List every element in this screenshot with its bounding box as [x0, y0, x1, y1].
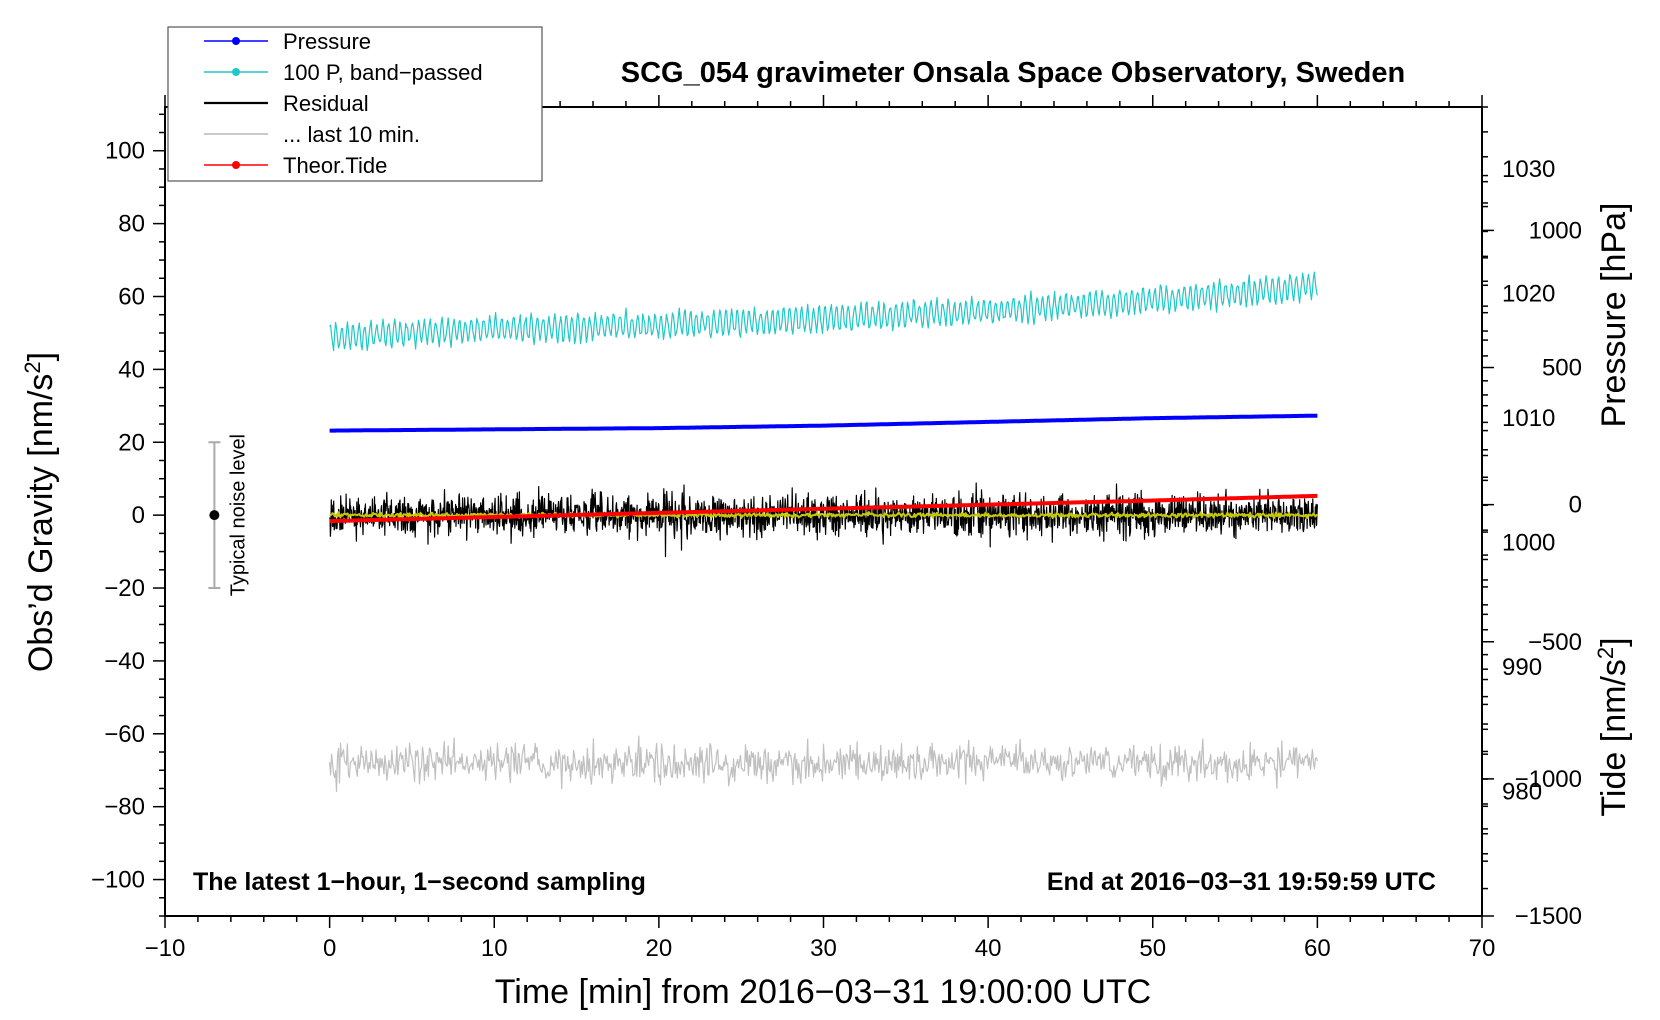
y-tick-label-gravity: 40 — [118, 356, 145, 383]
bottom-right-note: End at 2016−03−31 19:59:59 UTC — [1047, 868, 1436, 896]
legend-entries: Pressure 100 P, band−passed Residual ... la… — [204, 29, 483, 178]
series-line-theor-tide — [328, 493, 1319, 524]
y-tick-label-tide: 1000 — [1529, 217, 1582, 244]
y-tick-label-gravity: −80 — [104, 794, 145, 821]
y-tick-label-pressure: 980 — [1502, 779, 1542, 806]
y-tick-label-tide: −1500 — [1515, 903, 1582, 930]
y-axis-label-tide-sup: 2 — [1593, 647, 1618, 659]
y-tick-label-gravity: 20 — [118, 429, 145, 456]
y-tick-label-pressure: 990 — [1502, 654, 1542, 681]
y-axis-label-gravity: Obs’d Gravity [nm/s2] — [20, 352, 60, 672]
series-line-last-10-min — [329, 735, 1318, 793]
x-tick-label: 60 — [1304, 935, 1331, 962]
y-tick-label-gravity: 100 — [105, 138, 145, 165]
y-tick-label-pressure: 1010 — [1502, 405, 1555, 432]
y-tick-label-pressure: 1020 — [1502, 281, 1555, 308]
series-layer — [328, 271, 1319, 793]
legend: Pressure 100 P, band−passed Residual ... la… — [167, 26, 543, 182]
y-axis-label-gravity-close: ] — [22, 352, 60, 361]
x-tick-label: −10 — [145, 935, 186, 962]
x-tick-label: 0 — [323, 935, 336, 962]
y-tick-label-pressure: 1000 — [1502, 530, 1555, 557]
x-tick-label: 10 — [481, 935, 508, 962]
y-axis-label-pressure: Pressure [hPa] — [1595, 203, 1633, 428]
y-axis-label-tide-text: Tide [nm/s — [1595, 659, 1633, 816]
x-tick-label: 70 — [1469, 935, 1496, 962]
x-tick-label: 40 — [975, 935, 1002, 962]
x-axis-label: Time [min] from 2016−03−31 19:00:00 UTC — [495, 973, 1151, 1011]
y-tick-label-gravity: −20 — [104, 575, 145, 602]
y-tick-label-tide: 500 — [1542, 355, 1582, 382]
series-line-residual — [329, 482, 1318, 558]
ticks-layer — [153, 95, 1494, 928]
x-tick-label: 50 — [1139, 935, 1166, 962]
legend-label: ... last 10 min. — [283, 122, 420, 147]
legend-label: Theor.Tide — [283, 153, 387, 178]
legend-label: Residual — [283, 91, 369, 116]
legend-label: Pressure — [283, 29, 371, 54]
chart-title: SCG_054 gravimeter Onsala Space Observat… — [621, 57, 1405, 89]
legend-marker — [232, 161, 240, 169]
x-tick-label: 30 — [810, 935, 837, 962]
y-tick-label-gravity: 0 — [132, 502, 145, 529]
x-tick-label: 20 — [646, 935, 673, 962]
y-tick-label-gravity: 80 — [118, 211, 145, 238]
y-tick-label-gravity: −100 — [91, 867, 145, 894]
y-axis-label-gravity-text: Obs’d Gravity [nm/s — [22, 374, 60, 673]
noise-level-indicator: Typical noise level — [208, 434, 249, 596]
y-tick-label-tide: −500 — [1528, 629, 1582, 656]
y-tick-label-tide: −1000 — [1515, 766, 1582, 793]
legend-marker — [232, 37, 240, 45]
y-tick-label-pressure: 1030 — [1502, 156, 1555, 183]
noise-level-dot — [209, 510, 220, 521]
bottom-left-note: The latest 1−hour, 1−second sampling — [193, 868, 646, 896]
tick-labels-layer: −10 0 10 20 30 40 50 60 70−100−80−60−40−20020406… — [91, 138, 1582, 962]
y-axis-label-gravity-sup: 2 — [20, 361, 45, 373]
series-line-100-p-band-passed — [329, 271, 1318, 352]
noise-level-label: Typical noise level — [227, 434, 249, 596]
y-tick-label-tide: 0 — [1569, 492, 1582, 519]
y-tick-label-gravity: 60 — [118, 283, 145, 310]
series-line-pressure — [328, 413, 1319, 433]
y-tick-label-gravity: −60 — [104, 721, 145, 748]
y-tick-label-gravity: −40 — [104, 648, 145, 675]
legend-label: 100 P, band−passed — [283, 60, 483, 85]
y-axis-label-tide: Tide [nm/s2] — [1593, 637, 1633, 816]
y-axis-label-tide-close: ] — [1595, 637, 1633, 646]
legend-marker — [232, 68, 240, 76]
